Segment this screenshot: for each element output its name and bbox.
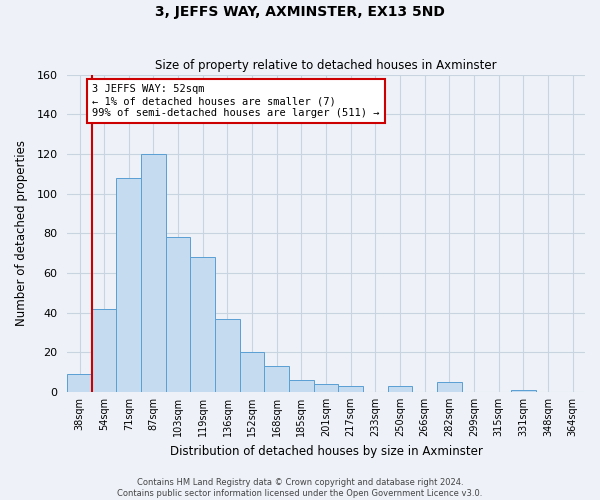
Bar (388, 386, 412, 392)
Bar (511, 390, 536, 392)
Text: 3, JEFFS WAY, AXMINSTER, EX13 5ND: 3, JEFFS WAY, AXMINSTER, EX13 5ND (155, 5, 445, 19)
Y-axis label: Number of detached properties: Number of detached properties (15, 140, 28, 326)
Bar (437, 382, 462, 392)
Bar (166, 237, 190, 392)
Bar (141, 154, 166, 392)
Bar (92, 308, 116, 392)
X-axis label: Distribution of detached houses by size in Axminster: Distribution of detached houses by size … (170, 444, 482, 458)
Bar (289, 380, 314, 392)
Text: 3 JEFFS WAY: 52sqm
← 1% of detached houses are smaller (7)
99% of semi-detached : 3 JEFFS WAY: 52sqm ← 1% of detached hous… (92, 84, 379, 117)
Bar (67, 374, 92, 392)
Bar (190, 257, 215, 392)
Bar (314, 384, 338, 392)
Bar (240, 352, 265, 392)
Title: Size of property relative to detached houses in Axminster: Size of property relative to detached ho… (155, 59, 497, 72)
Bar (215, 318, 240, 392)
Bar (265, 366, 289, 392)
Text: Contains HM Land Registry data © Crown copyright and database right 2024.
Contai: Contains HM Land Registry data © Crown c… (118, 478, 482, 498)
Bar (338, 386, 363, 392)
Bar (116, 178, 141, 392)
